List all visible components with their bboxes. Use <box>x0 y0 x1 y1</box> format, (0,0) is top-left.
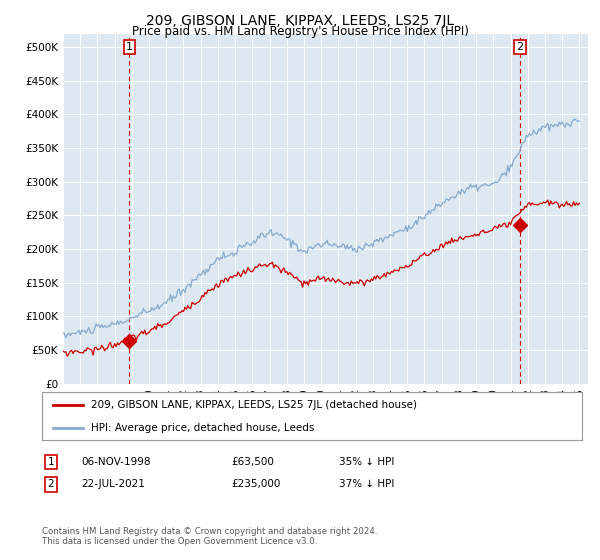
Text: 06-NOV-1998: 06-NOV-1998 <box>81 457 151 467</box>
Text: HPI: Average price, detached house, Leeds: HPI: Average price, detached house, Leed… <box>91 423 314 433</box>
Text: 209, GIBSON LANE, KIPPAX, LEEDS, LS25 7JL: 209, GIBSON LANE, KIPPAX, LEEDS, LS25 7J… <box>146 14 454 28</box>
Text: £63,500: £63,500 <box>231 457 274 467</box>
Text: 209, GIBSON LANE, KIPPAX, LEEDS, LS25 7JL (detached house): 209, GIBSON LANE, KIPPAX, LEEDS, LS25 7J… <box>91 400 416 410</box>
Text: 1: 1 <box>47 457 55 467</box>
Text: 2: 2 <box>517 43 524 52</box>
Text: 1: 1 <box>126 43 133 52</box>
Text: 37% ↓ HPI: 37% ↓ HPI <box>339 479 394 489</box>
Text: Price paid vs. HM Land Registry's House Price Index (HPI): Price paid vs. HM Land Registry's House … <box>131 25 469 38</box>
Text: Contains HM Land Registry data © Crown copyright and database right 2024.
This d: Contains HM Land Registry data © Crown c… <box>42 526 377 546</box>
Text: 2: 2 <box>47 479 55 489</box>
Text: £235,000: £235,000 <box>231 479 280 489</box>
Text: 22-JUL-2021: 22-JUL-2021 <box>81 479 145 489</box>
Text: 35% ↓ HPI: 35% ↓ HPI <box>339 457 394 467</box>
